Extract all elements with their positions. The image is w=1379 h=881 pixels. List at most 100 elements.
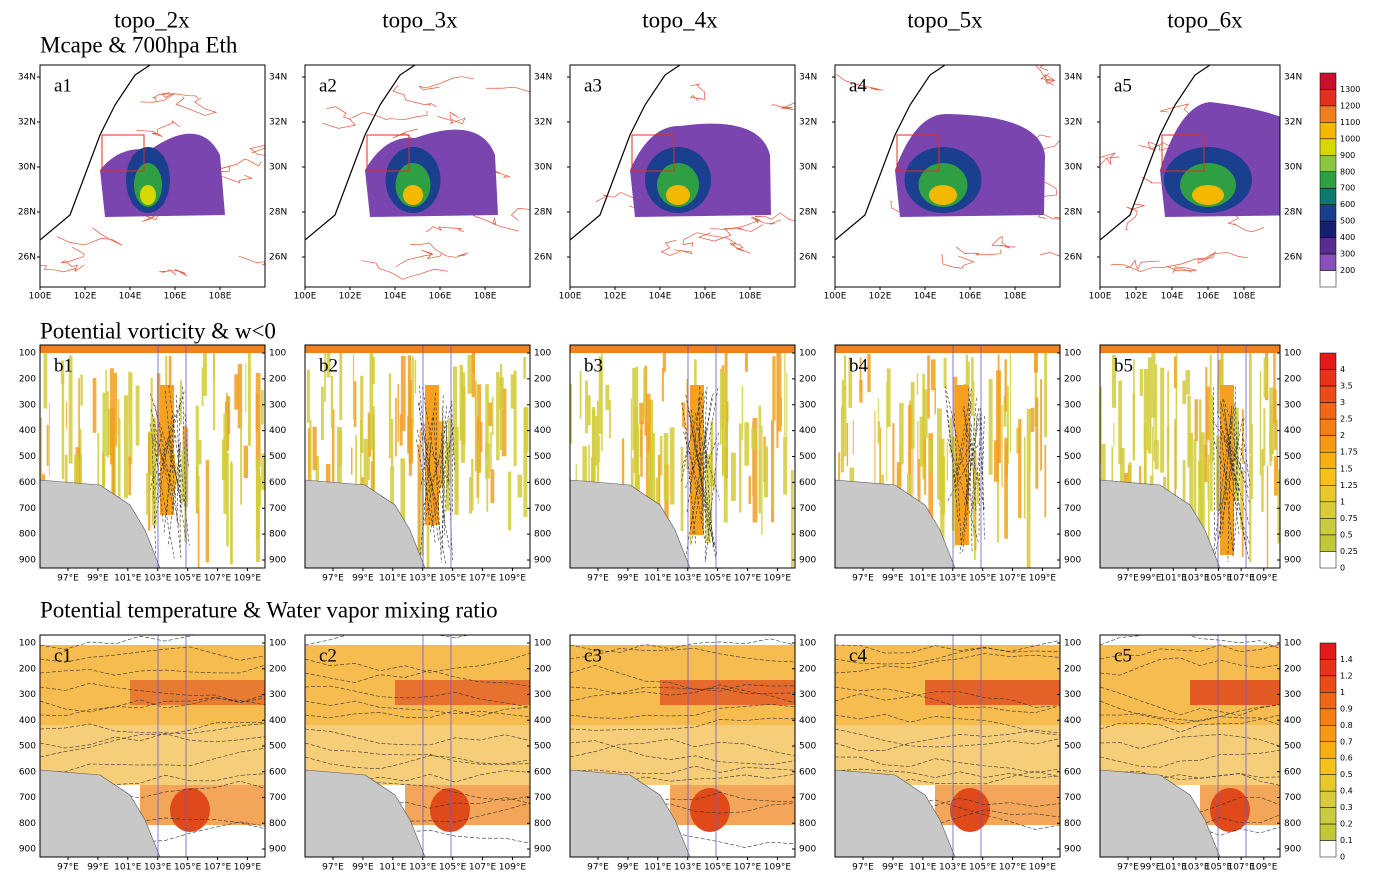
colorbar-label: 1200 [1340, 101, 1360, 110]
x-tick-label: 103°E [939, 863, 967, 873]
pv-streak [588, 444, 590, 517]
colorbar-label: 1.75 [1340, 448, 1358, 457]
y-tick-label: 900 [1284, 556, 1301, 566]
column-title: topo_5x [907, 7, 983, 32]
theta-contour [835, 714, 1060, 736]
colorbar-swatch [1319, 518, 1337, 536]
eth-contour [351, 111, 428, 120]
w-contour [441, 425, 448, 554]
x-tick-label: 105°E [174, 863, 202, 873]
y-tick-label: 300 [19, 400, 36, 410]
eth-contour [752, 212, 795, 224]
pv-streak [780, 397, 782, 426]
pv-streak [916, 373, 919, 396]
pv-streak [585, 380, 588, 434]
y-tick-label: 800 [534, 530, 551, 540]
theta-contour [40, 646, 265, 663]
x-tick-label: 108E [1004, 292, 1027, 302]
pv-streak [197, 475, 200, 568]
pv-streak [680, 446, 684, 532]
colorbar-swatch [1319, 418, 1337, 436]
pv-streak [777, 345, 782, 432]
q-blob [950, 788, 990, 832]
pv-streak [1113, 422, 1115, 448]
pv-streak [1154, 440, 1159, 470]
theta-contour [1100, 657, 1280, 676]
y-tick-label: 200 [799, 374, 816, 384]
y-tick-label: 26N [799, 253, 817, 263]
pv-streak [1207, 454, 1210, 501]
pv-streak [1206, 386, 1211, 441]
colorbar-label: 0.9 [1340, 704, 1353, 713]
pv-streak [395, 397, 397, 457]
eth-contour [510, 207, 530, 221]
w-contour [423, 400, 453, 527]
y-tick-label: 28N [18, 208, 36, 218]
pv-streak [912, 440, 914, 496]
x-tick-label: 109°E [499, 863, 527, 873]
x-tick-label: 99°E [352, 863, 374, 873]
w-contour [681, 392, 704, 469]
pv-streak [1217, 376, 1223, 414]
y-tick-label: 800 [269, 530, 286, 540]
pv-streak [970, 392, 974, 416]
w-contour [1227, 405, 1232, 562]
w-contour [433, 412, 442, 563]
y-tick-label: 300 [1284, 400, 1301, 410]
y-tick-label: 26N [1064, 253, 1082, 263]
y-tick-label: 600 [269, 478, 286, 488]
theta-contour [570, 638, 795, 653]
w-contour [981, 412, 985, 540]
x-tick-label: 107°E [469, 863, 497, 873]
x-tick-label: 106E [959, 292, 982, 302]
q-band [1190, 680, 1280, 705]
y-tick-label: 200 [269, 374, 286, 384]
x-tick-label: 105°E [439, 574, 467, 584]
colorbar-swatch [1319, 807, 1337, 825]
pv-streak [487, 402, 492, 427]
y-tick-label: 400 [1064, 716, 1081, 726]
pv-streak [1009, 345, 1011, 453]
panel: b2 [304, 344, 531, 569]
y-tick-label: 100 [1284, 639, 1301, 649]
y-tick-label: 600 [534, 478, 551, 488]
pv-streak [247, 348, 251, 446]
pv-streak [330, 375, 333, 429]
w-contour [149, 434, 162, 490]
y-tick-label: 400 [1284, 426, 1301, 436]
pv-streak [1152, 426, 1154, 480]
x-tick-label: 107°E [1227, 574, 1255, 584]
pv-streak [965, 354, 969, 411]
pv-streak [213, 355, 216, 430]
colorbar-label: 0.5 [1340, 530, 1353, 539]
pv-streak [486, 466, 489, 512]
pv-streak [635, 366, 639, 474]
y-tick-label: 600 [1284, 767, 1301, 777]
pv-streak [201, 367, 204, 407]
y-tick-label: 700 [799, 793, 816, 803]
pv-core [160, 385, 174, 515]
x-tick-label: 97°E [322, 574, 344, 584]
x-tick-label: 102E [339, 292, 362, 302]
x-tick-label: 109°E [764, 863, 792, 873]
w-contour [689, 397, 700, 490]
eth-contour [941, 253, 975, 269]
theta-contour [305, 755, 530, 770]
pv-streak [223, 413, 228, 515]
x-tick-label: 107°E [204, 863, 232, 873]
pv-streak [312, 426, 317, 471]
pv-streak [507, 471, 512, 531]
panel-label: b2 [319, 355, 338, 376]
pv-streak [741, 385, 743, 440]
pv-top [40, 345, 265, 353]
pv-streak [943, 357, 947, 389]
pv-streak [786, 372, 788, 443]
pv-core [955, 385, 969, 545]
w-contour [1233, 418, 1245, 553]
pv-streak [400, 458, 406, 531]
x-tick-label: 99°E [617, 574, 639, 584]
q-band [130, 680, 265, 705]
pv-streak [908, 404, 912, 475]
pv-streak [1006, 385, 1009, 465]
pv-streak [973, 380, 975, 487]
